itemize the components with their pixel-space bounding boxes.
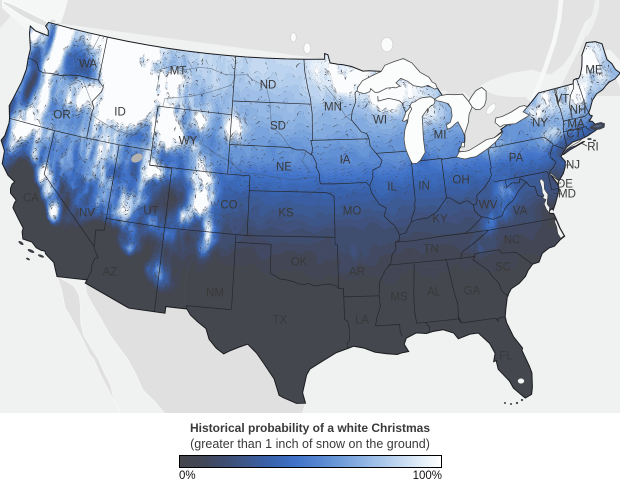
svg-text:ND: ND [260,80,277,92]
svg-text:TN: TN [423,244,438,256]
svg-text:WY: WY [179,136,198,148]
svg-text:MS: MS [390,292,408,304]
svg-text:NC: NC [504,235,521,247]
svg-text:MD: MD [558,189,576,201]
svg-text:MT: MT [170,66,187,78]
svg-text:OH: OH [452,175,469,187]
svg-text:ID: ID [114,107,126,119]
svg-text:NV: NV [79,208,95,220]
svg-text:OK: OK [291,257,308,269]
svg-text:LA: LA [355,315,369,327]
svg-text:AZ: AZ [103,267,118,279]
svg-text:VT: VT [555,94,570,106]
svg-text:FL: FL [499,351,513,363]
svg-text:RI: RI [587,142,599,154]
svg-text:MI: MI [434,130,447,142]
svg-text:TX: TX [273,315,288,327]
svg-text:CT: CT [566,129,581,141]
svg-text:AL: AL [427,287,442,299]
svg-text:NM: NM [206,288,224,300]
svg-text:KS: KS [278,208,294,220]
svg-text:KY: KY [432,214,448,226]
svg-text:GA: GA [464,286,481,298]
svg-text:IL: IL [387,182,397,194]
svg-text:CA: CA [23,193,39,205]
svg-text:MN: MN [324,102,342,114]
svg-text:AR: AR [349,267,365,279]
svg-text:NY: NY [532,118,548,130]
svg-text:PA: PA [509,153,524,165]
svg-text:IA: IA [340,155,351,167]
svg-text:WV: WV [479,200,498,212]
svg-text:DE: DE [557,179,573,191]
svg-text:SC: SC [495,262,511,274]
svg-text:IN: IN [418,181,430,193]
svg-text:MO: MO [343,206,362,218]
svg-text:OR: OR [53,110,70,122]
svg-text:NJ: NJ [566,160,580,172]
svg-text:WA: WA [79,59,97,71]
svg-text:CO: CO [220,200,237,212]
svg-text:WI: WI [373,115,387,127]
svg-text:VA: VA [513,206,528,218]
svg-text:NE: NE [276,162,292,174]
svg-text:NH: NH [570,105,587,117]
svg-text:UT: UT [143,206,158,218]
svg-text:MA: MA [567,119,585,131]
svg-text:ME: ME [585,65,603,77]
svg-text:SD: SD [270,121,286,133]
